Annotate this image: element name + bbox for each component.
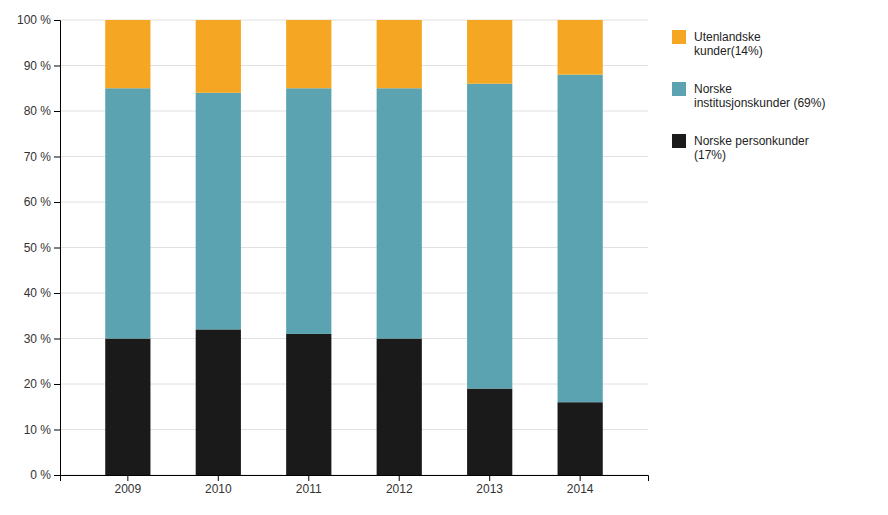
tick-label: 10 % (24, 423, 52, 437)
tick-label: 2011 (296, 482, 322, 496)
legend-label-line: kunder(14%) (694, 44, 763, 58)
bar (377, 88, 422, 338)
tick: 2011 (296, 475, 322, 496)
legend-label-line: (17%) (694, 148, 726, 162)
tick: 10 % (24, 423, 60, 437)
legend-swatch (672, 134, 686, 148)
legend-item: Norske personkunder(17%) (672, 134, 809, 162)
tick-label: 2009 (114, 482, 141, 496)
plot: 0 % 10 % 20 % 30 % 40 % 50 % 60 % 70 % 80 % 90 % 1… (17, 13, 649, 495)
tick-label: 50 % (24, 241, 52, 255)
tick-label: 30 % (24, 332, 52, 346)
bar (196, 329, 241, 475)
legend-label: Norske personkunder(17%) (694, 134, 809, 162)
tick-label: 2013 (476, 482, 503, 496)
tick-mark (218, 475, 219, 481)
tick-label: 20 % (24, 377, 52, 391)
bar (467, 20, 512, 84)
tick: 80 % (24, 104, 60, 118)
tick: 2013 (476, 475, 503, 496)
bar (105, 88, 150, 338)
tick-label: 0 % (30, 468, 51, 482)
tick: 90 % (24, 59, 60, 73)
tick-label: 70 % (24, 150, 52, 164)
tick-mark (54, 111, 60, 112)
tick-mark (308, 475, 309, 481)
tick-mark (580, 475, 581, 481)
legend-swatch (672, 30, 686, 44)
bar (286, 334, 331, 475)
tick: 20 % (24, 377, 60, 391)
bar (467, 389, 512, 475)
tick-mark (54, 384, 60, 385)
bar (286, 20, 331, 88)
bar (467, 84, 512, 389)
tick: 2009 (114, 475, 141, 496)
tick: 100 % (17, 13, 60, 27)
series (105, 20, 603, 93)
series (105, 75, 603, 403)
tick: 2014 (567, 475, 594, 496)
bar (105, 20, 150, 88)
tick-mark (127, 475, 128, 481)
tick: 70 % (24, 150, 60, 164)
tick-label: 90 % (24, 59, 52, 73)
tick: 40 % (24, 286, 60, 300)
tick-label: 40 % (24, 286, 52, 300)
tick-mark (54, 157, 60, 158)
legend-label: Norskeinstitusjonskunder (69%) (694, 82, 825, 110)
x-axis: 2009 2010 2011 2012 2013 2014 (61, 475, 649, 496)
chart: 0 % 10 % 20 % 30 % 40 % 50 % 60 % 70 % 80 % 90 % 1… (0, 0, 888, 515)
tick-label: 60 % (24, 195, 52, 209)
y-axis: 0 % 10 % 20 % 30 % 40 % 50 % 60 % 70 % 80 % 90 % 1… (17, 13, 61, 482)
tick: 2010 (205, 475, 232, 496)
bar (558, 20, 603, 75)
legend-swatch (672, 82, 686, 96)
axis-line (61, 476, 649, 482)
tick-mark (54, 475, 60, 476)
tick-mark (489, 475, 490, 481)
bar (558, 402, 603, 475)
tick: 30 % (24, 332, 60, 346)
legend-label-line: Norske (694, 82, 732, 96)
axis-line (54, 21, 61, 476)
tick: 2012 (386, 475, 413, 496)
bars (105, 20, 603, 475)
tick-mark (399, 475, 400, 481)
bar (286, 88, 331, 334)
tick-mark (54, 248, 60, 249)
tick-mark (54, 293, 60, 294)
tick-label: 2010 (205, 482, 232, 496)
tick-label: 2012 (386, 482, 413, 496)
tick-mark (54, 20, 60, 21)
bar (196, 93, 241, 330)
legend-label: Utenlandskekunder(14%) (694, 30, 763, 58)
bar (196, 20, 241, 93)
legend-label-line: institusjonskunder (69%) (694, 96, 825, 110)
tick-mark (54, 66, 60, 67)
legend: Utenlandskekunder(14%) Norskeinstitusjons… (672, 30, 825, 162)
legend-item: Norskeinstitusjonskunder (69%) (672, 82, 825, 110)
tick-label: 80 % (24, 104, 52, 118)
tick: 60 % (24, 195, 60, 209)
tick-mark (54, 430, 60, 431)
grid (60, 20, 648, 475)
tick-label: 2014 (567, 482, 594, 496)
bar (377, 339, 422, 476)
tick: 50 % (24, 241, 60, 255)
tick-mark (54, 339, 60, 340)
bar (558, 75, 603, 403)
legend-label-line: Utenlandske (694, 30, 761, 44)
bar (105, 339, 150, 476)
tick-mark (54, 202, 60, 203)
tick-label: 100 % (17, 13, 51, 27)
legend-label-line: Norske personkunder (694, 134, 809, 148)
series (105, 329, 603, 475)
legend-item: Utenlandskekunder(14%) (672, 30, 763, 58)
tick: 0 % (30, 468, 60, 482)
bar (377, 20, 422, 88)
